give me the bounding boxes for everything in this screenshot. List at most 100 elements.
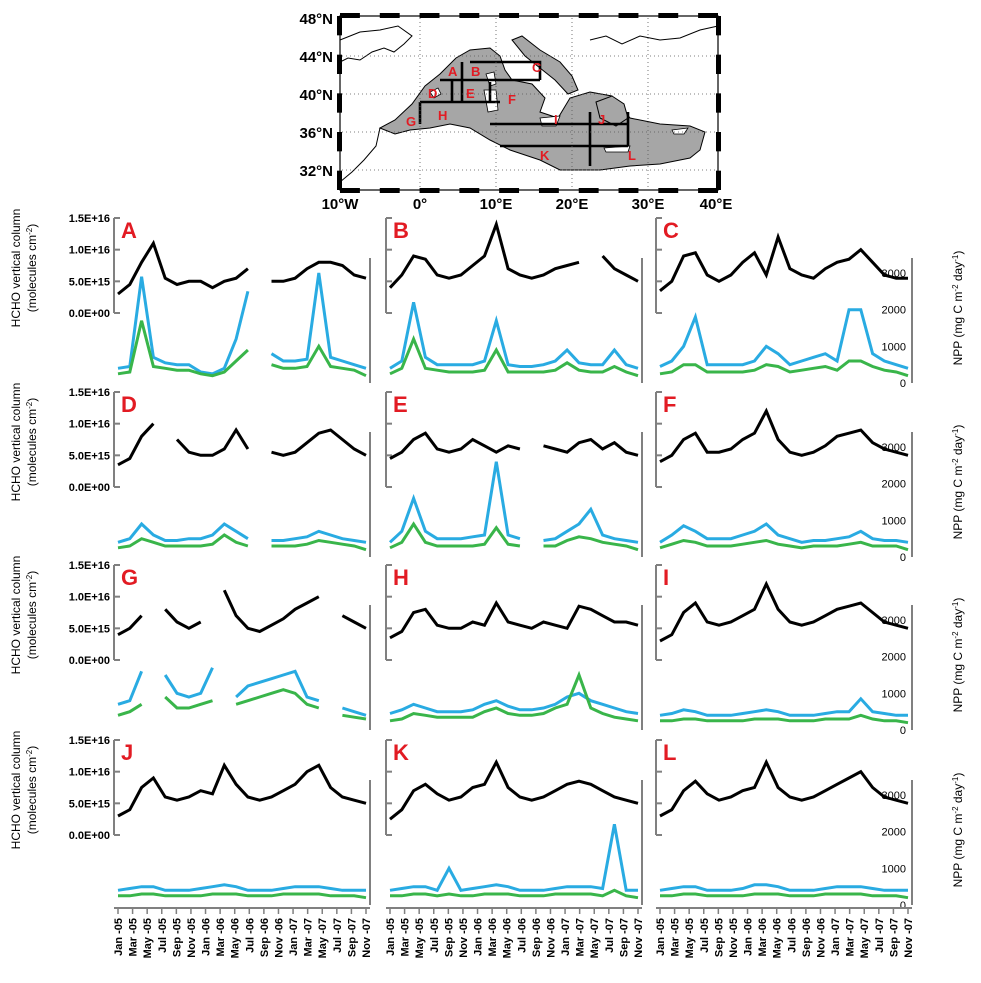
panel-label: F: [663, 392, 676, 417]
x-tick-label: Jan -07: [560, 918, 572, 956]
panel-g: G 1.5E+16 1.0E+16 5.0E+15 0.0E+00: [69, 560, 371, 730]
x-tick-label: Mar -07: [303, 918, 315, 957]
hcho-axis-title: HCHO vertical column: [9, 731, 23, 850]
hcho-tick-label: 1.5E+16: [69, 387, 110, 399]
left-axis-labels: HCHO vertical column (molecules cm-2)HCHO…: [9, 209, 39, 850]
x-tick-label: Nov -05: [728, 918, 740, 958]
x-tick-label: Jul -06: [516, 918, 528, 953]
npp-tick-label: 3000: [882, 790, 906, 802]
npp-tick-label: 2000: [882, 652, 906, 664]
map-border-seg: [419, 13, 440, 18]
panel-label: J: [121, 740, 133, 765]
map-border-seg: [337, 93, 342, 113]
balearic-islands: [429, 87, 442, 99]
x-tick-label: Sep -05: [443, 918, 455, 957]
hcho-series: [117, 762, 367, 818]
npp-green-series: [118, 892, 367, 900]
hcho-series: [389, 431, 639, 460]
map-lat-label-48n: 48°N: [299, 11, 333, 28]
npp-tick-label: 1000: [882, 341, 906, 353]
map-border-seg: [337, 170, 342, 190]
x-tick-label: Mar -05: [128, 918, 140, 957]
map-border-seg: [716, 132, 721, 152]
panel-label: C: [663, 218, 679, 243]
npp-green-series: [117, 320, 367, 378]
map-lon-label-40e: 40°E: [700, 196, 733, 213]
map-border-seg: [340, 13, 360, 18]
x-tick-label: May -07: [859, 918, 871, 958]
npp-tick-label: 2000: [882, 479, 906, 491]
npp-green-series: [390, 888, 639, 900]
npp-tick-label: 3000: [882, 442, 906, 454]
npp-tick-label: 2000: [882, 305, 906, 317]
panel-d: D 1.5E+16 1.0E+16 5.0E+15 0.0E+00: [69, 387, 371, 557]
npp-green-series: [659, 538, 909, 552]
x-tick-label: Nov -06: [545, 918, 557, 958]
box-line-11: [470, 60, 542, 80]
region-label-a: A: [448, 64, 458, 79]
panel-label: K: [393, 740, 409, 765]
x-tick-label: Sep -07: [618, 918, 630, 957]
hcho-tick-label: 1.0E+16: [69, 245, 110, 257]
hcho-series: [117, 422, 367, 467]
map-grid: [342, 18, 716, 188]
hcho-tick-label: 1.0E+16: [69, 767, 110, 779]
hcho-axis-title: HCHO vertical column: [9, 383, 23, 502]
map-lon-label-20e: 20°E: [556, 196, 589, 213]
map-lat-label-32n: 32°N: [299, 163, 333, 180]
region-label-h: H: [438, 108, 447, 123]
region-label-k: K: [540, 148, 550, 163]
map-border-seg: [716, 54, 721, 74]
hcho-axis-units: (molecules cm-2): [25, 398, 39, 486]
x-tick-label: Mar -06: [757, 918, 769, 957]
hcho-series: [659, 232, 908, 292]
hcho-tick-label: 1.5E+16: [69, 560, 110, 572]
hcho-tick-label: 5.0E+15: [69, 623, 110, 635]
hcho-tick-label: 1.0E+16: [69, 419, 110, 431]
panel-i: I 3000 2000 1000 0: [655, 564, 913, 737]
panel-j: J 1.5E+16 1.0E+16 5.0E+15 0.0E+00: [69, 735, 371, 905]
cyprus: [671, 127, 689, 135]
npp-blue-series: [389, 301, 639, 370]
hcho-tick-label: 0.0E+00: [69, 308, 110, 320]
panel-label: H: [393, 565, 409, 590]
map-border: [337, 13, 721, 193]
map-border-seg: [716, 16, 721, 36]
hcho-axis-units: (molecules cm-2): [25, 224, 39, 312]
region-boxes: [418, 60, 630, 166]
npp-blue-series: [659, 883, 908, 892]
map-border-seg: [698, 13, 718, 18]
npp-tick-label: 0: [900, 378, 906, 390]
map-lat-label-36n: 36°N: [299, 125, 333, 142]
map-border-seg: [658, 188, 679, 193]
map-border-seg: [578, 188, 599, 193]
npp-tick-label: 0: [900, 725, 906, 737]
npp-blue-series: [659, 308, 909, 370]
x-tick-label: Jan -05: [113, 918, 125, 956]
hcho-series: [659, 758, 909, 818]
map-border-seg: [538, 13, 559, 18]
npp-tick-label: 1000: [882, 688, 906, 700]
map-border-seg: [618, 188, 639, 193]
map-border-seg: [337, 16, 342, 36]
x-tick-label: Jul -05: [699, 918, 711, 953]
npp-axis-title: NPP (mg C m-2 day-1): [951, 773, 965, 888]
hcho-tick-label: 1.0E+16: [69, 592, 110, 604]
npp-tick-label: 3000: [882, 615, 906, 627]
panel-label: L: [663, 740, 676, 765]
npp-green-series: [117, 533, 367, 552]
npp-blue-series: [117, 521, 367, 544]
panel-l: L 3000 2000 1000 0: [655, 739, 913, 912]
npp-tick-label: 2000: [882, 827, 906, 839]
map-lat-label-44n: 44°N: [299, 49, 333, 66]
npp-blue-series: [117, 667, 367, 717]
bay-of-biscay-coast: [339, 25, 413, 63]
x-tick-label: Nov -06: [815, 918, 827, 958]
region-label-i: I: [554, 112, 558, 127]
x-tick-label: May -05: [414, 918, 426, 958]
npp-blue-series: [659, 522, 909, 544]
panel-label: D: [121, 392, 137, 417]
hcho-axis-title: HCHO vertical column: [9, 556, 23, 675]
x-tick-label: Nov -07: [361, 918, 373, 958]
